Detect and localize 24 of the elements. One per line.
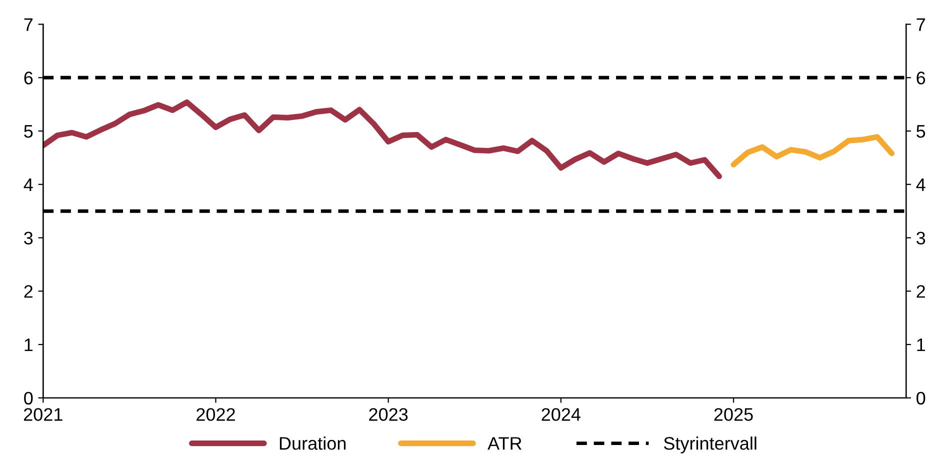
y2-tick-label: 5 [916,125,926,138]
y-tick-label: 7 [24,18,33,31]
y2-tick-label: 7 [916,18,925,31]
legend-label: ATR [488,437,522,450]
y-tick-label: 1 [24,338,33,352]
x-tick-label: 2022 [196,408,235,421]
y2-tick-label: 2 [916,285,925,298]
legend-label: Duration [280,436,346,450]
x-tick-label: 2021 [24,408,62,421]
y2-tick-label: 4 [916,178,926,191]
y2-tick-label: 1 [917,338,925,352]
y-tick-label: 3 [24,232,33,244]
x-tick-label: 2025 [714,408,753,421]
y-tick-label: 0 [24,392,33,405]
x-tick-label: 2024 [542,408,580,421]
x-tick-label: 2023 [369,408,408,421]
y-tick-label: 5 [24,125,33,138]
y-tick-label: 6 [24,72,33,84]
legend-label: Styrintervall [664,436,756,454]
y2-tick-label: 6 [916,72,926,84]
y2-tick-label: 0 [916,392,926,405]
y-tick-label: 2 [24,285,33,298]
y-tick-label: 4 [24,178,33,191]
y2-tick-label: 3 [916,232,926,244]
